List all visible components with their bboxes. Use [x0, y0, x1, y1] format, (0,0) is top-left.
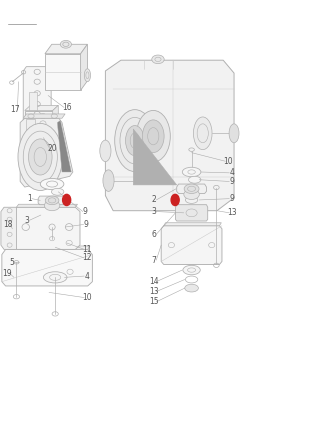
- Polygon shape: [1, 207, 16, 249]
- Polygon shape: [177, 184, 206, 194]
- Polygon shape: [133, 129, 177, 185]
- Text: 19: 19: [2, 269, 12, 277]
- Bar: [29, 92, 37, 110]
- Ellipse shape: [100, 140, 111, 162]
- Text: 9: 9: [229, 177, 234, 186]
- Ellipse shape: [44, 200, 60, 211]
- Polygon shape: [45, 54, 81, 90]
- Ellipse shape: [45, 196, 59, 205]
- Polygon shape: [25, 105, 58, 111]
- Polygon shape: [25, 111, 53, 143]
- Polygon shape: [53, 105, 58, 143]
- Text: 16: 16: [62, 103, 72, 112]
- Text: 13: 13: [227, 209, 237, 217]
- Ellipse shape: [43, 272, 67, 283]
- Text: 15: 15: [149, 298, 159, 306]
- Polygon shape: [45, 44, 87, 54]
- Ellipse shape: [84, 69, 91, 82]
- Ellipse shape: [29, 139, 52, 175]
- Polygon shape: [12, 207, 80, 249]
- Ellipse shape: [183, 265, 200, 275]
- Text: 4: 4: [84, 272, 89, 280]
- Ellipse shape: [229, 124, 239, 143]
- Ellipse shape: [188, 176, 201, 183]
- Ellipse shape: [185, 284, 198, 292]
- Polygon shape: [164, 223, 221, 226]
- Text: 12: 12: [82, 254, 91, 262]
- Ellipse shape: [184, 189, 199, 200]
- Text: 3: 3: [151, 207, 156, 216]
- Ellipse shape: [60, 40, 71, 48]
- Circle shape: [171, 194, 179, 206]
- Text: 9: 9: [83, 207, 88, 216]
- Text: 9: 9: [229, 194, 234, 203]
- Ellipse shape: [18, 123, 63, 190]
- Polygon shape: [6, 246, 90, 249]
- Text: 1: 1: [27, 194, 32, 203]
- Bar: [26, 119, 35, 136]
- Polygon shape: [23, 67, 51, 124]
- Text: 9: 9: [84, 220, 89, 229]
- Ellipse shape: [115, 110, 155, 172]
- Polygon shape: [2, 249, 92, 286]
- Text: 6: 6: [151, 230, 156, 239]
- Ellipse shape: [152, 55, 164, 64]
- Text: 13: 13: [149, 287, 159, 296]
- Text: 2: 2: [151, 196, 156, 204]
- Polygon shape: [161, 226, 222, 264]
- Ellipse shape: [103, 170, 114, 191]
- Text: 3: 3: [25, 216, 30, 224]
- Polygon shape: [57, 120, 71, 172]
- Ellipse shape: [182, 167, 201, 177]
- Polygon shape: [20, 118, 73, 187]
- Text: 14: 14: [149, 277, 159, 286]
- Circle shape: [63, 194, 71, 206]
- Polygon shape: [23, 114, 65, 118]
- Polygon shape: [175, 205, 208, 221]
- Polygon shape: [105, 60, 234, 211]
- Text: 10: 10: [82, 293, 92, 302]
- Text: 10: 10: [223, 157, 233, 166]
- Ellipse shape: [142, 120, 164, 153]
- Polygon shape: [38, 196, 66, 205]
- Ellipse shape: [40, 178, 64, 190]
- Text: 18: 18: [3, 220, 12, 229]
- Text: 7: 7: [151, 256, 156, 264]
- Ellipse shape: [51, 188, 64, 195]
- Polygon shape: [16, 204, 78, 207]
- Text: 5: 5: [9, 258, 14, 267]
- Polygon shape: [81, 44, 87, 90]
- Text: 11: 11: [82, 245, 91, 254]
- Ellipse shape: [126, 126, 144, 156]
- Ellipse shape: [184, 184, 199, 194]
- Ellipse shape: [136, 111, 170, 162]
- Text: 4: 4: [229, 169, 234, 177]
- Text: 17: 17: [10, 105, 20, 114]
- Text: 20: 20: [47, 144, 57, 153]
- Ellipse shape: [193, 117, 212, 150]
